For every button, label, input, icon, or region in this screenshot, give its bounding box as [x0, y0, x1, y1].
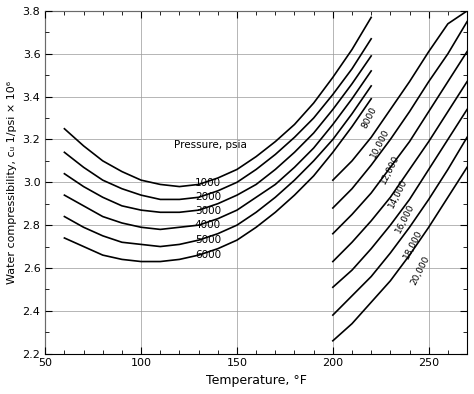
Text: 5000: 5000 [195, 235, 221, 245]
Y-axis label: Water compressibility, cᵤ 1/psi × 10⁶: Water compressibility, cᵤ 1/psi × 10⁶ [7, 81, 17, 284]
Text: 8000: 8000 [360, 106, 378, 130]
Text: 16,000: 16,000 [394, 203, 417, 235]
Text: Pressure, psia: Pressure, psia [173, 140, 246, 150]
Text: 2000: 2000 [195, 192, 221, 202]
Text: 14,000: 14,000 [386, 177, 409, 209]
Text: 3000: 3000 [195, 206, 221, 216]
Text: 10,000: 10,000 [369, 128, 392, 160]
Text: 18,000: 18,000 [402, 229, 424, 260]
Text: 20,000: 20,000 [410, 254, 432, 286]
Text: 12,000: 12,000 [379, 153, 401, 186]
Text: 4000: 4000 [195, 220, 221, 230]
X-axis label: Temperature, °F: Temperature, °F [206, 374, 307, 387]
Text: 1000: 1000 [195, 178, 221, 188]
Text: 6000: 6000 [195, 250, 221, 260]
